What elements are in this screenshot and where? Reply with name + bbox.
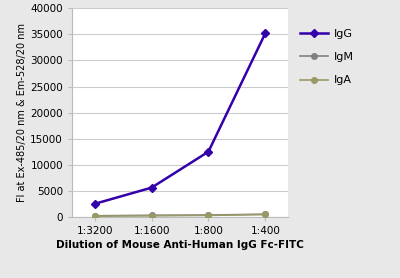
IgG <box>263 32 268 35</box>
IgA <box>92 214 97 218</box>
Line: IgA: IgA <box>92 212 268 219</box>
IgG <box>92 202 97 205</box>
IgM <box>92 214 97 217</box>
IgA <box>206 214 211 217</box>
IgA <box>263 213 268 216</box>
Y-axis label: Fl at Ex-485/20 nm & Em-528/20 nm: Fl at Ex-485/20 nm & Em-528/20 nm <box>18 23 28 202</box>
IgM <box>149 214 154 217</box>
X-axis label: Dilution of Mouse Anti-Human IgG Fc-FITC: Dilution of Mouse Anti-Human IgG Fc-FITC <box>56 240 304 250</box>
IgG <box>149 186 154 189</box>
Line: IgM: IgM <box>92 212 268 219</box>
IgM <box>263 213 268 216</box>
IgM <box>206 213 211 217</box>
IgG <box>206 150 211 153</box>
IgA <box>149 214 154 217</box>
Legend: IgG, IgM, IgA: IgG, IgM, IgA <box>296 24 358 90</box>
Line: IgG: IgG <box>92 31 268 207</box>
